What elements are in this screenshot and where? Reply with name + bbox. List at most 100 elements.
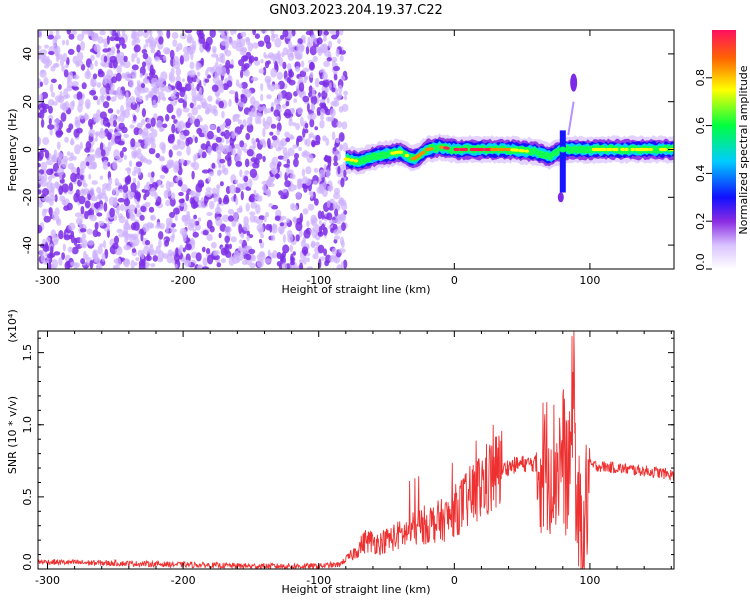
- noise-speckle: [279, 263, 283, 269]
- noise-speckle: [216, 126, 221, 134]
- noise-speckle: [113, 120, 117, 128]
- noise-speckle: [338, 132, 345, 142]
- noise-speckle: [113, 149, 120, 160]
- noise-speckle: [168, 149, 173, 158]
- noise-speckle: [149, 243, 154, 248]
- noise-speckle: [270, 67, 277, 78]
- noise-speckle: [338, 248, 346, 254]
- noise-speckle: [137, 30, 144, 37]
- noise-speckle: [48, 118, 52, 125]
- noise-speckle: [136, 122, 143, 129]
- noise-speckle: [162, 55, 167, 61]
- noise-speckle: [40, 181, 48, 187]
- noise-speckle: [166, 161, 172, 169]
- noise-speckle: [38, 162, 41, 168]
- noise-speckle: [126, 174, 131, 185]
- noise-speckle: [144, 136, 150, 145]
- noise-speckle: [210, 108, 217, 114]
- noise-speckle: [179, 55, 184, 65]
- noise-speckle: [171, 32, 179, 39]
- noise-speckle: [165, 199, 171, 207]
- noise-speckle: [72, 155, 77, 161]
- noise-speckle: [130, 69, 137, 79]
- y-tick-label: -20: [21, 188, 34, 206]
- noise-speckle: [43, 208, 48, 213]
- noise-speckle: [207, 176, 212, 183]
- noise-speckle: [267, 178, 274, 185]
- noise-speckle: [251, 76, 259, 82]
- noise-speckle: [100, 192, 107, 200]
- noise-speckle: [290, 266, 297, 269]
- noise-speckle: [79, 160, 87, 171]
- spike-top: [570, 73, 578, 92]
- noise-speckle: [216, 202, 220, 213]
- noise-speckle: [157, 179, 162, 186]
- noise-speckle: [189, 190, 196, 195]
- noise-speckle: [201, 169, 210, 174]
- noise-speckle: [228, 98, 232, 107]
- noise-speckle: [186, 46, 194, 55]
- noise-speckle: [300, 60, 305, 68]
- noise-speckle: [303, 150, 308, 158]
- noise-speckle: [339, 236, 345, 246]
- noise-speckle: [320, 115, 324, 121]
- noise-speckle: [226, 67, 230, 75]
- noise-speckle: [151, 129, 158, 138]
- noise-speckle: [191, 170, 195, 180]
- noise-speckle: [49, 168, 54, 174]
- noise-speckle: [143, 184, 150, 191]
- noise-speckle: [38, 137, 41, 147]
- snr-y-label: SNR (10 * v/v): [6, 396, 19, 474]
- noise-speckle: [131, 30, 136, 36]
- noise-speckle: [293, 98, 298, 103]
- noise-speckle: [136, 80, 141, 86]
- noise-speckle: [238, 38, 246, 48]
- noise-speckle: [270, 106, 274, 112]
- y-tick-label: 1.0: [21, 416, 34, 434]
- noise-speckle: [238, 59, 245, 67]
- noise-speckle: [220, 247, 228, 256]
- noise-speckle: [287, 63, 292, 71]
- noise-speckle: [214, 61, 219, 68]
- noise-speckle: [254, 192, 260, 201]
- noise-speckle: [302, 128, 306, 138]
- noise-speckle: [48, 105, 53, 114]
- noise-speckle: [58, 230, 64, 240]
- noise-speckle: [47, 99, 55, 106]
- signal-core: [455, 147, 460, 152]
- noise-speckle: [98, 191, 103, 201]
- noise-speckle: [331, 131, 336, 141]
- noise-speckle: [178, 198, 185, 204]
- noise-speckle: [174, 264, 178, 269]
- noise-speckle: [173, 207, 180, 215]
- noise-speckle: [269, 223, 273, 233]
- noise-speckle: [112, 160, 118, 170]
- x-tick-label: 0: [451, 574, 458, 587]
- noise-speckle: [206, 36, 213, 46]
- noise-speckle: [55, 30, 60, 36]
- noise-speckle: [42, 188, 49, 196]
- noise-speckle: [260, 93, 264, 102]
- noise-speckle: [319, 119, 325, 129]
- signal-core: [620, 147, 625, 152]
- noise-speckle: [114, 131, 122, 136]
- noise-speckle: [309, 191, 314, 199]
- noise-speckle: [195, 152, 199, 160]
- noise-speckle: [144, 30, 148, 33]
- noise-speckle: [66, 30, 72, 35]
- noise-speckle: [196, 71, 201, 77]
- noise-speckle: [109, 55, 117, 63]
- noise-speckle: [108, 128, 114, 133]
- noise-speckle: [185, 193, 190, 202]
- noise-speckle: [271, 156, 279, 166]
- noise-speckle: [277, 140, 285, 150]
- noise-speckle: [82, 188, 90, 195]
- noise-speckle: [102, 63, 110, 68]
- noise-speckle: [166, 30, 171, 39]
- noise-speckle: [39, 250, 45, 257]
- noise-speckle: [80, 63, 86, 71]
- noise-speckle: [304, 129, 309, 134]
- noise-speckle: [184, 243, 192, 251]
- noise-speckle: [292, 144, 298, 149]
- noise-speckle: [326, 199, 331, 208]
